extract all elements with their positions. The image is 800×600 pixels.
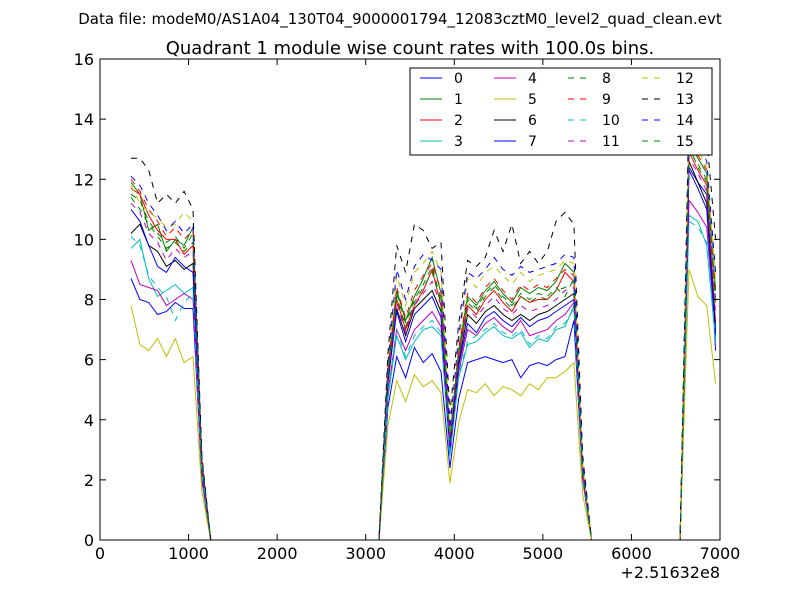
series-line-10 xyxy=(130,220,717,540)
x-tick-label: 0 xyxy=(95,544,105,563)
series-line-13 xyxy=(131,102,717,540)
y-tick-label: 16 xyxy=(74,50,94,69)
x-tick-label: 6000 xyxy=(611,544,652,563)
legend-label-14: 14 xyxy=(676,113,694,129)
y-tick-label: 10 xyxy=(74,230,94,249)
y-tick-label: 6 xyxy=(84,351,94,370)
legend-label-1: 1 xyxy=(454,92,463,108)
legend-label-10: 10 xyxy=(602,113,620,129)
legend-frame xyxy=(409,67,713,156)
series-line-4 xyxy=(130,198,717,540)
series-line-9 xyxy=(130,136,717,540)
ticks-layer: 0 1000 2000 3000 4000 5000 6000 700002468101214… xyxy=(74,50,741,563)
y-tick-label: 12 xyxy=(74,170,94,189)
series-line-1 xyxy=(130,141,717,540)
legend-label-15: 15 xyxy=(676,134,694,150)
x-offset-label: +2.51632e8 xyxy=(620,563,720,582)
legend-label-7: 7 xyxy=(528,134,537,150)
series-line-12 xyxy=(130,130,717,540)
x-tick-label: 1000 xyxy=(168,544,209,563)
legend-label-3: 3 xyxy=(454,134,463,150)
series-line-2 xyxy=(130,151,717,540)
series-line-8 xyxy=(130,147,717,540)
series-layer xyxy=(130,102,717,540)
series-line-11 xyxy=(130,156,717,540)
series-line-6 xyxy=(130,161,717,540)
legend-label-9: 9 xyxy=(602,92,611,108)
legend-label-12: 12 xyxy=(676,71,694,87)
legend-label-0: 0 xyxy=(454,71,463,87)
x-tick-label: 4000 xyxy=(434,544,475,563)
x-tick-label: 5000 xyxy=(522,544,563,563)
suptitle: Data file: modeM0/AS1A04_130T04_90000017… xyxy=(78,10,722,29)
y-tick-label: 8 xyxy=(84,291,94,310)
series-line-5 xyxy=(130,269,717,540)
y-tick-label: 2 xyxy=(84,471,94,490)
plot-area xyxy=(130,102,717,540)
x-tick-label: 2000 xyxy=(257,544,298,563)
series-line-0 xyxy=(130,165,717,540)
legend-label-11: 11 xyxy=(602,134,620,150)
x-tick-label: 3000 xyxy=(345,544,386,563)
legend-label-13: 13 xyxy=(676,92,694,108)
x-tick-label: 7000 xyxy=(700,544,741,563)
legend-label-6: 6 xyxy=(528,113,537,129)
y-tick-label: 0 xyxy=(84,531,94,550)
series-line-7 xyxy=(130,169,717,540)
y-tick-label: 14 xyxy=(74,110,94,129)
series-line-3 xyxy=(130,214,717,540)
legend-label-5: 5 xyxy=(528,92,537,108)
legend-label-4: 4 xyxy=(528,71,537,87)
legend-label-2: 2 xyxy=(454,113,463,129)
y-tick-label: 4 xyxy=(84,411,94,430)
chart-title: Quadrant 1 module wise count rates with … xyxy=(166,38,655,59)
legend-label-8: 8 xyxy=(602,71,611,87)
